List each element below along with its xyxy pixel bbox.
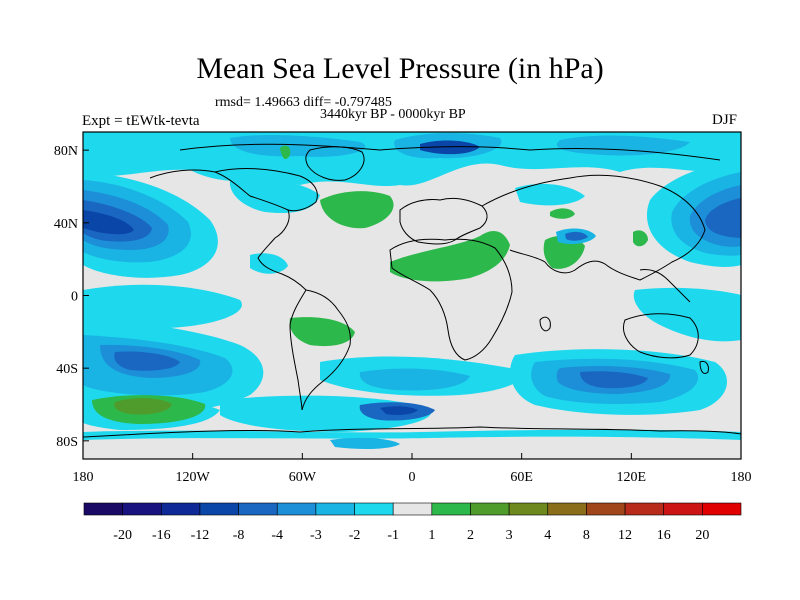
colorbar-swatch	[354, 502, 394, 516]
contour-atlantic-high-green	[320, 191, 394, 229]
colorbar-swatch	[392, 502, 433, 516]
coast-south-america-west	[289, 289, 307, 411]
coast-antarctica	[83, 426, 741, 438]
colorbar-swatch	[315, 502, 355, 516]
colorbar-swatch	[83, 502, 123, 516]
colorbar-swatch	[663, 502, 703, 516]
colorbar-swatch	[276, 502, 317, 516]
contour-china-high-green	[633, 230, 648, 247]
latitude-axis: 80N 40N 0 40S 80S	[54, 144, 89, 450]
colorbar-label: -8	[233, 528, 245, 543]
contour-caribbean-cyan	[250, 253, 288, 274]
contour-antarctic-background	[83, 436, 741, 459]
coast-maritime-continent	[639, 269, 691, 303]
contour-asia-cyan	[515, 183, 585, 206]
lat-tick-label: 0	[71, 290, 78, 305]
contour-npacific-blue-east	[705, 198, 741, 238]
colorbar-label: 2	[467, 528, 474, 543]
colorbar-label: 16	[657, 528, 671, 543]
map-title: Mean Sea Level Pressure (in hPa)	[196, 52, 604, 85]
colorbar-label: -1	[387, 528, 399, 543]
contour-indian-ocean-blue	[580, 371, 648, 389]
longitude-axis: 180 120W 60W 0 60E 120E 180	[73, 453, 752, 485]
contour-southern-high-olive	[114, 398, 172, 415]
contour-natlantic-cyan	[229, 178, 320, 214]
contour-drake-dark-blue	[380, 406, 418, 415]
colorbar-label: 4	[544, 528, 551, 543]
colorbar-label: 20	[695, 528, 709, 543]
season-label: DJF	[712, 112, 738, 128]
contour-spacific-blue	[114, 351, 180, 371]
contour-npacific-dark-blue-west	[83, 210, 134, 235]
stats-label: rmsd= 1.49663 diff= -0.797485	[215, 95, 392, 110]
coast-north-america-north	[214, 168, 318, 212]
contour-siberia-light-blue	[556, 135, 690, 156]
contour-sahara-high-green	[390, 230, 510, 282]
coast-south-america-east	[301, 289, 351, 411]
contour-asia-high-green	[550, 208, 575, 219]
coast-arctic	[179, 143, 721, 161]
lon-tick-label: 60E	[510, 470, 533, 485]
contour-india-high-green	[543, 235, 585, 269]
coast-africa	[389, 238, 513, 361]
colorbar-swatch	[122, 502, 162, 516]
lon-tick-label: 60W	[289, 470, 317, 485]
colorbar-swatch	[470, 502, 510, 516]
contour-arctic-dark-blue	[420, 140, 480, 155]
colorbar-swatch	[431, 502, 471, 516]
colorbar-swatch	[160, 502, 201, 516]
period-label: 3440kyr BP - 0000kyr BP	[320, 107, 466, 122]
contour-south-america-green	[289, 317, 355, 347]
lat-tick-label: 40N	[54, 217, 78, 232]
coastlines	[83, 143, 741, 438]
experiment-label: Expt = tEWtk-tevta	[82, 113, 200, 129]
lon-tick-label: 180	[731, 470, 752, 485]
colorbar-swatch	[238, 502, 278, 516]
colorbar-label: -4	[271, 528, 283, 543]
lat-tick-label: 80S	[56, 435, 78, 450]
colorbar-swatch	[547, 502, 587, 516]
contour-tibet-blue	[565, 231, 588, 241]
contour-satlantic-light-blue	[359, 368, 470, 391]
colorbar-swatch	[199, 502, 239, 516]
colorbar: -20 -16 -12 -8 -4 -3 -2 -1 1 2 3 4 8 12 16 20	[83, 502, 742, 543]
contour-arctic-light-blue	[230, 135, 366, 157]
lat-tick-label: 40S	[56, 362, 78, 377]
pressure-field	[83, 132, 741, 459]
coast-asia	[481, 174, 706, 281]
lon-tick-label: 180	[73, 470, 94, 485]
colorbar-label: -20	[113, 528, 132, 543]
colorbar-swatch	[586, 502, 626, 516]
colorbar-label: -16	[152, 528, 171, 543]
colorbar-label: 1	[428, 528, 435, 543]
contour-tropical-pacific-cyan-west	[83, 284, 242, 329]
lon-tick-label: 0	[409, 470, 416, 485]
colorbar-label: 8	[583, 528, 590, 543]
colorbar-label: -12	[191, 528, 210, 543]
contour-arctic-green	[280, 145, 291, 160]
colorbar-swatch	[702, 502, 742, 516]
coast-australia	[623, 313, 699, 359]
lon-tick-label: 120W	[176, 470, 211, 485]
colorbar-label: 12	[618, 528, 632, 543]
coast-madagascar	[539, 316, 551, 332]
lat-tick-label: 80N	[54, 144, 78, 159]
contour-tropical-pacific-cyan-east	[633, 287, 741, 342]
contour-antarctic-light-blue	[330, 437, 400, 449]
coast-europe	[399, 197, 488, 245]
coast-new-zealand	[699, 361, 709, 375]
colorbar-swatch	[508, 502, 549, 516]
colorbar-label: -2	[349, 528, 361, 543]
colorbar-label: -3	[310, 528, 322, 543]
colorbar-label: 3	[506, 528, 513, 543]
lon-tick-label: 120E	[617, 470, 647, 485]
colorbar-swatch	[624, 502, 665, 516]
